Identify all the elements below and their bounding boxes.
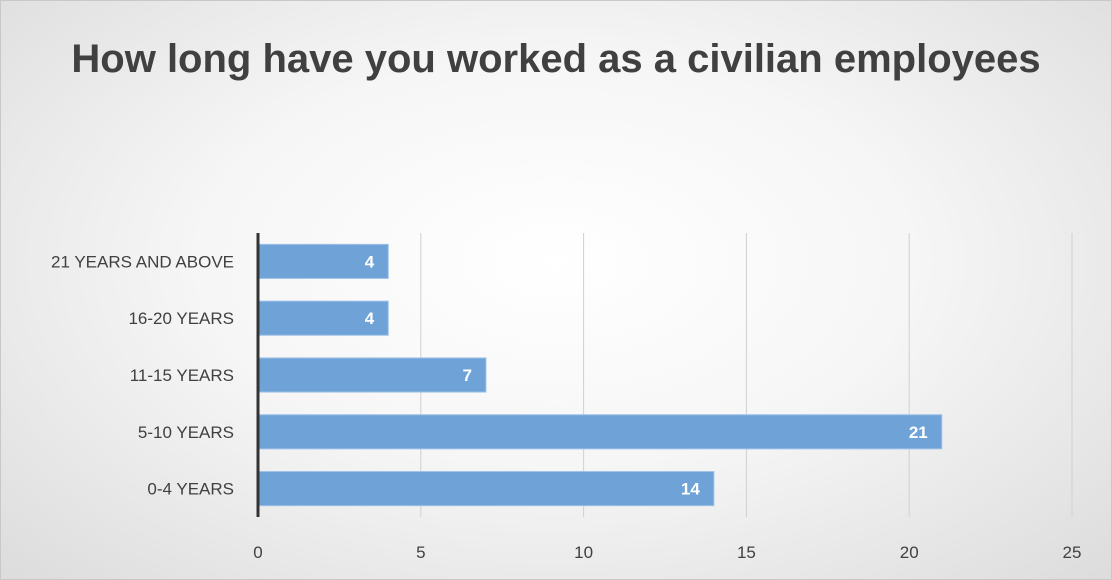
x-tick-label: 5 (416, 543, 425, 562)
data-label: 4 (365, 252, 375, 271)
bar (257, 414, 943, 450)
x-tick-label: 15 (737, 543, 756, 562)
x-tick-label: 10 (574, 543, 593, 562)
category-label: 11-15 YEARS (130, 366, 234, 385)
data-label: 7 (462, 366, 471, 385)
x-tick-label: 0 (253, 543, 262, 562)
category-label: 0-4 YEARS (147, 480, 234, 499)
labels: 0 5 10 15 20 25 21 YEARS AND ABOVE 4 16-20 YEARS… (51, 252, 1081, 562)
bar (257, 300, 389, 336)
bar (257, 357, 487, 393)
bar (257, 471, 715, 507)
category-label: 21 YEARS AND ABOVE (51, 252, 234, 271)
data-label: 14 (681, 480, 700, 499)
chart-title: How long have you worked as a civilian e… (71, 37, 1041, 81)
category-label: 5-10 YEARS (138, 423, 234, 442)
data-label: 21 (909, 423, 928, 442)
data-label: 4 (365, 309, 375, 328)
bars (257, 243, 943, 507)
x-tick-label: 20 (900, 543, 919, 562)
x-tick-label: 25 (1063, 543, 1082, 562)
gridlines (420, 233, 1073, 517)
category-label: 16-20 YEARS (128, 309, 234, 328)
